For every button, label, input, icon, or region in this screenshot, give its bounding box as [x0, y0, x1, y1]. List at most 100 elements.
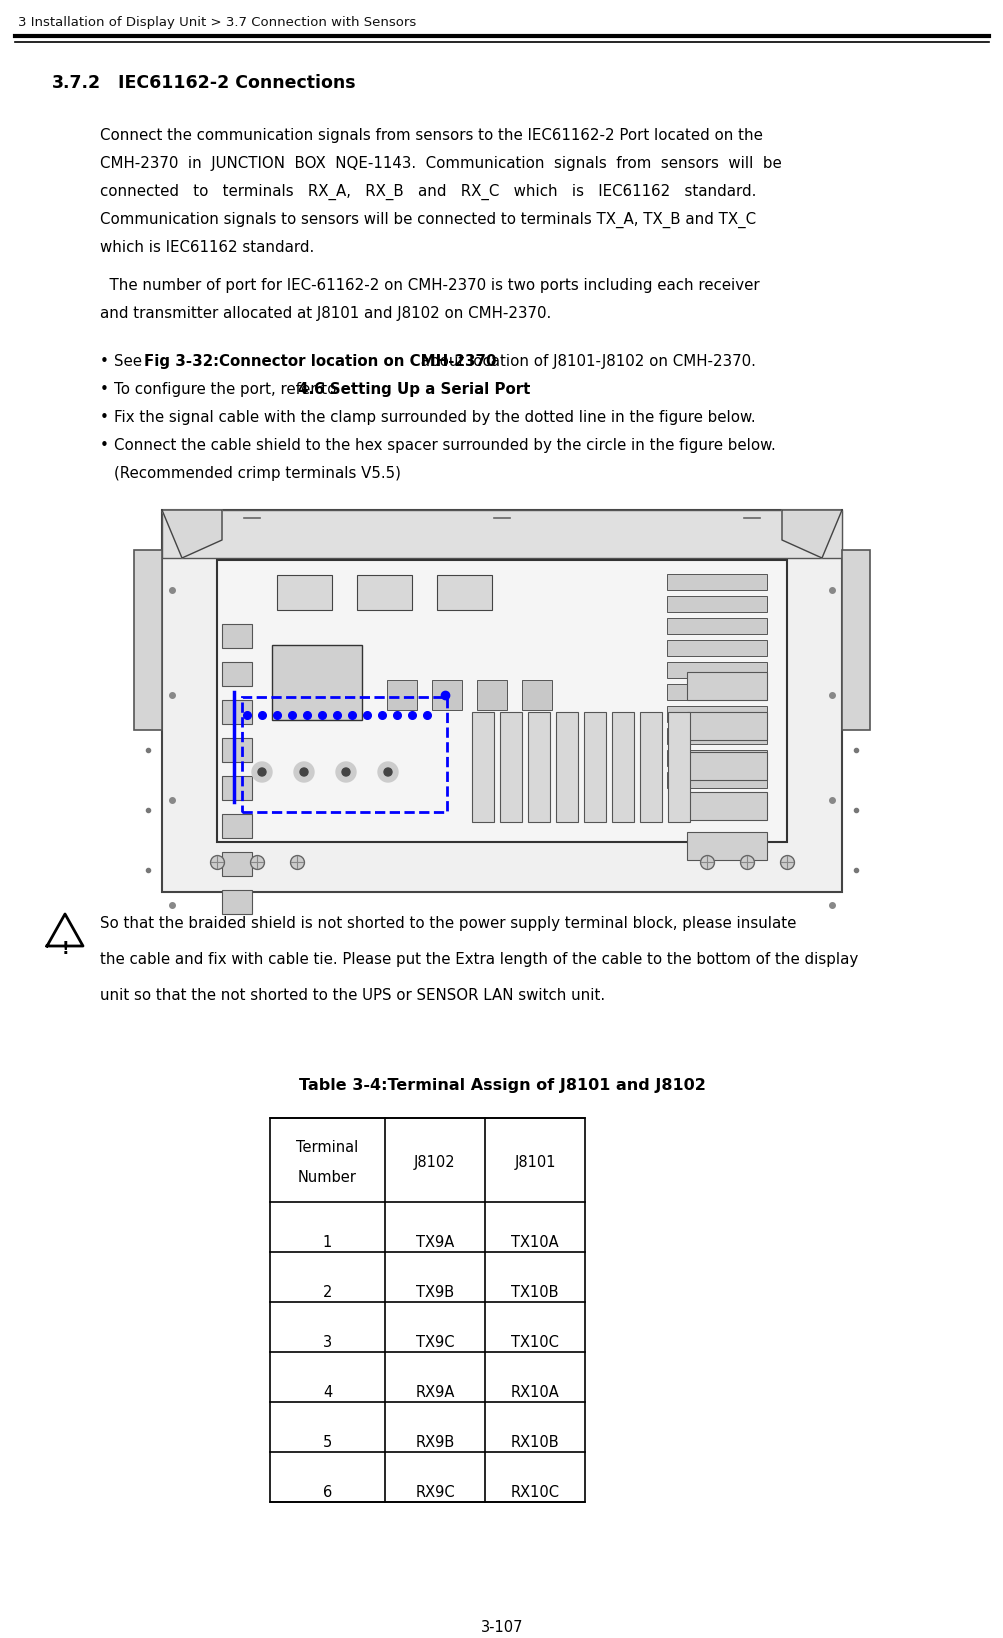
Bar [471, 713, 493, 822]
Text: RX10A: RX10A [511, 1386, 559, 1400]
Bar [666, 573, 766, 590]
Bar [222, 624, 252, 649]
Bar [666, 640, 766, 655]
Bar [666, 618, 766, 634]
Text: which is IEC61162 standard.: which is IEC61162 standard. [100, 241, 314, 256]
Text: CMH-2370  in  JUNCTION  BOX  NQE-1143.  Communication  signals  from  sensors  w: CMH-2370 in JUNCTION BOX NQE-1143. Commu… [100, 156, 781, 170]
Bar [666, 706, 766, 722]
Text: 2: 2 [323, 1284, 332, 1301]
Circle shape [336, 762, 356, 781]
Polygon shape [47, 914, 83, 947]
Bar [686, 713, 766, 740]
Circle shape [139, 742, 155, 758]
Text: So that the braided shield is not shorted to the power supply terminal block, pl: So that the braided shield is not shorte… [100, 916, 795, 930]
Text: 4: 4 [323, 1386, 332, 1400]
Bar [357, 575, 411, 609]
Bar [666, 771, 766, 788]
Text: Fix the signal cable with the clamp surrounded by the dotted line in the figure : Fix the signal cable with the clamp surr… [114, 410, 755, 424]
Bar [666, 596, 766, 613]
Text: 1: 1 [323, 1235, 332, 1250]
Text: •: • [100, 437, 108, 454]
Bar [612, 713, 633, 822]
Bar [161, 509, 842, 893]
Bar [842, 550, 870, 731]
Text: the cable and fix with cable tie. Please put the Extra length of the cable to th: the cable and fix with cable tie. Please… [100, 952, 858, 966]
Bar [666, 727, 766, 744]
Text: Number: Number [298, 1170, 357, 1184]
Bar [686, 793, 766, 821]
Text: The number of port for IEC-61162-2 on CMH-2370 is two ports including each recei: The number of port for IEC-61162-2 on CM… [100, 278, 759, 293]
Text: 3 Installation of Display Unit > 3.7 Connection with Sensors: 3 Installation of Display Unit > 3.7 Con… [18, 16, 416, 29]
Text: 3-107: 3-107 [480, 1620, 523, 1635]
Circle shape [252, 762, 272, 781]
Bar [222, 852, 252, 876]
Bar [686, 752, 766, 780]
Circle shape [294, 762, 314, 781]
Text: and transmitter allocated at J8101 and J8102 on CMH-2370.: and transmitter allocated at J8101 and J… [100, 306, 551, 321]
Bar [522, 680, 552, 709]
Bar [528, 713, 550, 822]
Circle shape [848, 803, 864, 817]
Text: TX10A: TX10A [511, 1235, 559, 1250]
Text: IEC61162-2 Connections: IEC61162-2 Connections [118, 74, 355, 92]
Text: 4.6 Setting Up a Serial Port: 4.6 Setting Up a Serial Port [298, 382, 530, 396]
Text: (Recommended crimp terminals V5.5): (Recommended crimp terminals V5.5) [114, 465, 400, 482]
Bar [270, 1119, 585, 1502]
Text: 3.7.2: 3.7.2 [52, 74, 101, 92]
Bar [584, 713, 606, 822]
Text: RX10B: RX10B [511, 1435, 559, 1450]
Text: J8101: J8101 [514, 1155, 556, 1170]
Circle shape [383, 768, 391, 776]
Text: connected   to   terminals   RX_A,   RX_B   and   RX_C   which   is   IEC61162  : connected to terminals RX_A, RX_B and RX… [100, 183, 755, 200]
Bar [666, 662, 766, 678]
Text: See: See [114, 354, 146, 369]
Circle shape [848, 742, 864, 758]
Bar [667, 713, 689, 822]
Text: TX9A: TX9A [415, 1235, 453, 1250]
Text: 5: 5 [323, 1435, 332, 1450]
Text: RX9A: RX9A [415, 1386, 454, 1400]
Text: •: • [100, 382, 108, 396]
Text: Table 3-4:Terminal Assign of J8101 and J8102: Table 3-4:Terminal Assign of J8101 and J… [298, 1078, 705, 1093]
Text: TX10C: TX10C [511, 1335, 559, 1350]
Text: RX9C: RX9C [415, 1486, 454, 1500]
Circle shape [342, 768, 350, 776]
Text: 3: 3 [323, 1335, 332, 1350]
Circle shape [258, 768, 266, 776]
Text: •: • [100, 354, 108, 369]
Circle shape [139, 862, 155, 878]
Text: 6: 6 [323, 1486, 332, 1500]
Bar [222, 699, 252, 724]
Text: RX9B: RX9B [415, 1435, 454, 1450]
Text: about location of J8101-J8102 on CMH-2370.: about location of J8101-J8102 on CMH-237… [415, 354, 755, 369]
Bar [133, 550, 161, 731]
Bar [222, 739, 252, 762]
Bar [499, 713, 522, 822]
Bar [222, 776, 252, 799]
Text: Terminal: Terminal [296, 1140, 358, 1155]
Circle shape [300, 768, 308, 776]
Bar [386, 680, 416, 709]
Bar [666, 685, 766, 699]
Bar [161, 509, 842, 559]
Bar [431, 680, 461, 709]
Bar [272, 645, 362, 721]
Polygon shape [781, 509, 842, 559]
Text: TX9C: TX9C [415, 1335, 453, 1350]
Bar [222, 814, 252, 839]
Bar [242, 698, 446, 812]
Bar [476, 680, 507, 709]
Text: Communication signals to sensors will be connected to terminals TX_A, TX_B and T: Communication signals to sensors will be… [100, 211, 755, 228]
Text: RX10C: RX10C [510, 1486, 559, 1500]
Text: TX9B: TX9B [415, 1284, 453, 1301]
Circle shape [139, 803, 155, 817]
Bar [222, 889, 252, 914]
Circle shape [377, 762, 397, 781]
Text: •: • [100, 410, 108, 424]
Text: unit so that the not shorted to the UPS or SENSOR LAN switch unit.: unit so that the not shorted to the UPS … [100, 988, 605, 1002]
Bar [217, 560, 786, 842]
Circle shape [848, 862, 864, 878]
Bar [222, 662, 252, 686]
Text: Fig 3-32:Connector location on CMH-2370: Fig 3-32:Connector location on CMH-2370 [143, 354, 496, 369]
Bar [639, 713, 661, 822]
